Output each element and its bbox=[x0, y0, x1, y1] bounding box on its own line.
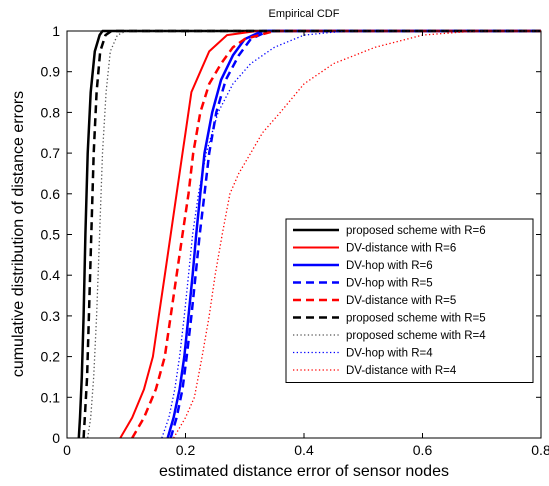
series-line-5 bbox=[82, 29, 541, 439]
legend-label: DV-distance with R=6 bbox=[346, 243, 456, 255]
legend-label: proposed scheme with R=6 bbox=[346, 225, 486, 237]
series-line-3 bbox=[169, 29, 541, 439]
series-line-6 bbox=[87, 30, 541, 439]
y-tick-label: 0.3 bbox=[41, 308, 61, 324]
y-tick-label: 0.4 bbox=[41, 267, 61, 283]
y-tick-label: 1 bbox=[52, 23, 60, 39]
legend-label: DV-hop with R=4 bbox=[346, 348, 433, 360]
y-tick-label: 0.6 bbox=[41, 186, 61, 202]
series-line-4 bbox=[131, 29, 541, 439]
y-tick-label: 0.2 bbox=[41, 349, 61, 365]
ticks-layer: 0 0.2 0.4 0.6 0.8 0 0.1 0.2 0.3 0.4 0.5 0.6 0.7 0.8 0.… bbox=[41, 23, 549, 458]
x-axis-label: estimated distance error of sensor nodes bbox=[159, 463, 449, 480]
y-tick-label: 0.8 bbox=[41, 104, 61, 120]
series-line-0 bbox=[77, 29, 541, 439]
series-line-1 bbox=[119, 30, 541, 439]
series-line-8 bbox=[173, 30, 541, 439]
legend-label: DV-hop with R=5 bbox=[346, 278, 433, 290]
y-tick-label: 0 bbox=[52, 430, 60, 446]
y-tick-label: 0.1 bbox=[41, 389, 61, 405]
x-tick-label: 0.6 bbox=[413, 442, 433, 458]
chart-title: Empirical CDF bbox=[269, 8, 340, 20]
x-tick-label: 0.8 bbox=[531, 442, 549, 458]
legend-label: proposed scheme with R=5 bbox=[346, 313, 486, 325]
y-tick-label: 0.9 bbox=[41, 64, 61, 80]
legend-label: DV-hop with R=6 bbox=[346, 260, 433, 272]
x-tick-label: 0.4 bbox=[294, 442, 314, 458]
legend-label: proposed scheme with R=4 bbox=[346, 330, 486, 342]
legend-box bbox=[285, 218, 534, 383]
y-tick-label: 0.5 bbox=[41, 227, 61, 243]
y-tick-label: 0.7 bbox=[41, 145, 61, 161]
y-axis-label: cumulative distribution of distance erro… bbox=[10, 91, 27, 377]
legend: proposed scheme with R=6 DV-distance with… bbox=[285, 218, 534, 383]
series-layer bbox=[77, 29, 541, 439]
series-line-2 bbox=[166, 29, 541, 439]
legend-label: DV-distance with R=5 bbox=[346, 295, 456, 307]
legend-label: DV-distance with R=4 bbox=[346, 365, 457, 377]
x-tick-label: 0 bbox=[63, 442, 71, 458]
series-line-7 bbox=[161, 30, 541, 439]
x-tick-label: 0.2 bbox=[176, 442, 196, 458]
